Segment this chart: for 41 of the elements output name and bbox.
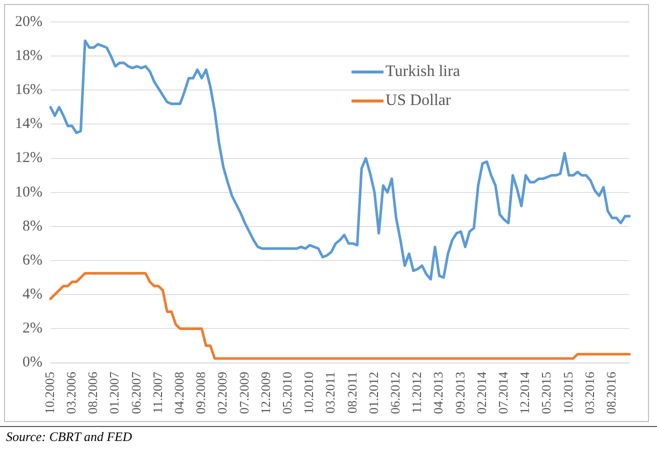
y-tick-label: 20% xyxy=(14,14,42,30)
y-tick-label: 8% xyxy=(22,218,42,234)
y-tick-label: 16% xyxy=(14,82,42,98)
x-tick-label: 06.2012 xyxy=(388,372,403,414)
x-tick-label: 08.2011 xyxy=(344,372,360,414)
x-tick-label: 02.2009 xyxy=(214,372,230,414)
y-tick-label: 12% xyxy=(14,150,42,166)
x-tick-label: 03.2011 xyxy=(322,372,338,414)
x-tick-label: 08.2006 xyxy=(85,371,100,414)
x-tick-label: 06.2007 xyxy=(128,371,144,414)
x-tick-label: 12.2009 xyxy=(258,372,273,414)
x-tick-label: 01.2007 xyxy=(106,371,122,414)
x-tick-label: 10.2005 xyxy=(42,372,57,414)
x-tick-label: 05.2010 xyxy=(280,372,295,414)
x-tick-label: 08.2016 xyxy=(604,371,619,414)
x-tick-label: 10.2015 xyxy=(560,372,576,414)
y-tick-label: 14% xyxy=(14,116,42,132)
legend-label: US Dollar xyxy=(386,92,452,110)
x-tick-label: 10.2010 xyxy=(301,372,316,414)
x-tick-label: 05.2015 xyxy=(538,372,554,414)
source-note: Source: CBRT and FED xyxy=(6,429,134,445)
x-tick-label: 09.2008 xyxy=(193,372,208,414)
x-tick-label: 07.2014 xyxy=(496,371,511,414)
x-tick-label: 03.2006 xyxy=(64,371,79,414)
y-tick-label: 0% xyxy=(22,354,42,371)
y-tick-label: 4% xyxy=(22,286,42,303)
x-tick-label: 12.2014 xyxy=(517,371,532,414)
y-tick-label: 6% xyxy=(22,252,42,268)
x-tick-label: 02.2014 xyxy=(474,371,489,414)
x-tick-label: 09.2013 xyxy=(452,372,468,414)
legend-label: Turkish lira xyxy=(386,63,460,80)
y-tick-label: 2% xyxy=(22,320,42,337)
x-tick-label: 11.2012 xyxy=(409,372,424,414)
x-tick-label: 03.2016 xyxy=(582,371,597,414)
x-tick-label: 07.2009 xyxy=(236,372,252,414)
x-tick-label: 04.2013 xyxy=(430,372,446,414)
x-tick-label: 01.2012 xyxy=(366,372,381,414)
y-tick-label: 10% xyxy=(14,184,42,200)
x-tick-label: 04.2008 xyxy=(172,372,187,414)
y-tick-label: 18% xyxy=(14,48,42,64)
x-tick-label: 11.2007 xyxy=(150,371,165,414)
